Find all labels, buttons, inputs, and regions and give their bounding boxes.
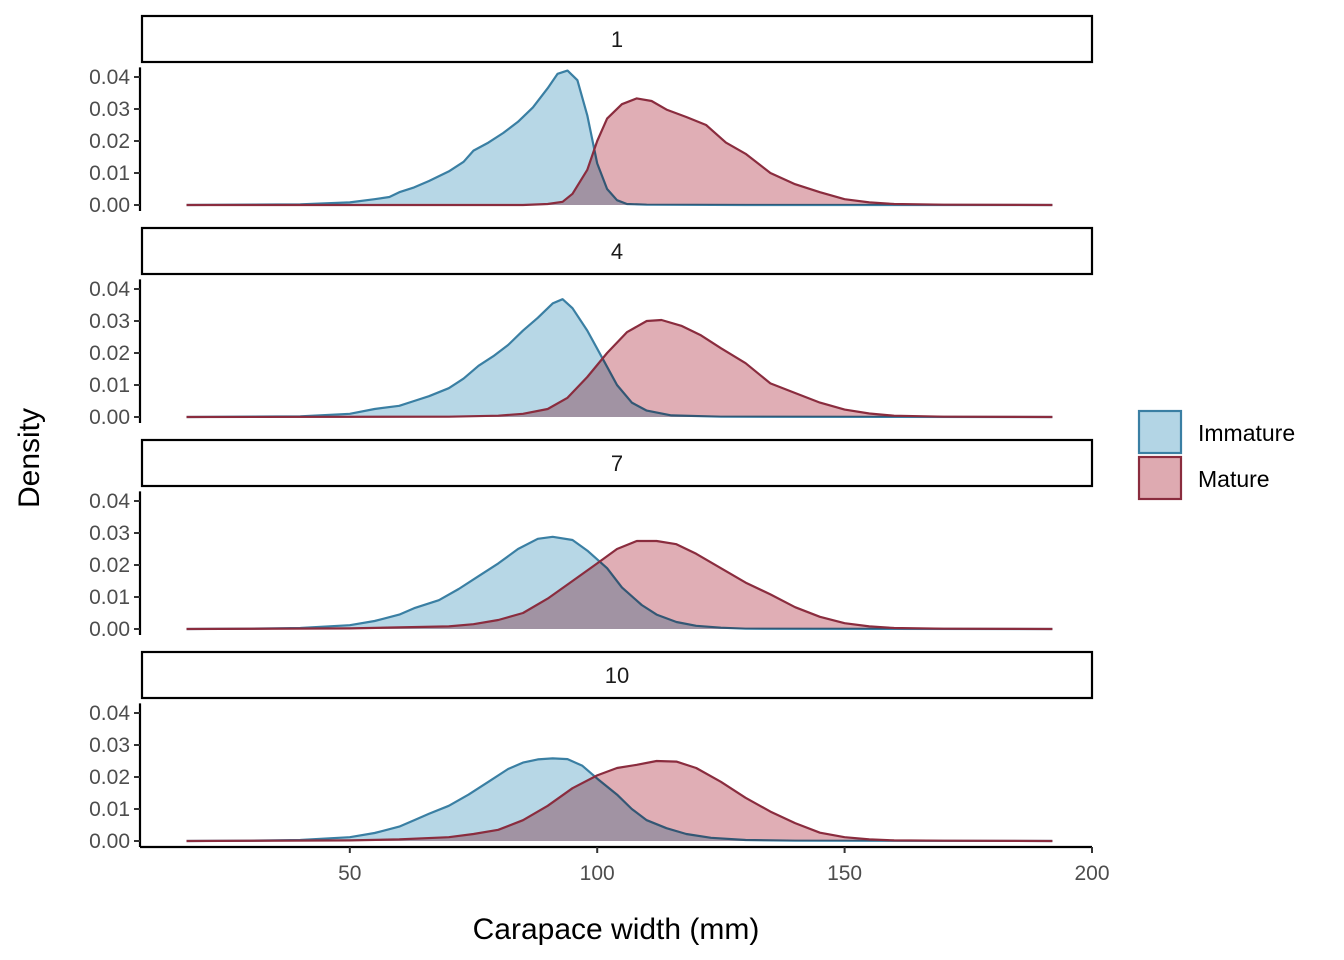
legend-key-immature	[1137, 409, 1183, 455]
facet-panels: 1 0.00 0.01 0.02 0.03 0.04 4 0.00 0.01 0.02 0.03 0.…	[89, 14, 1094, 853]
y-tick-label: 0.02	[89, 130, 130, 153]
x-tick-label: 100	[580, 862, 615, 885]
facet-panel-10: 10 0.00 0.01 0.02 0.03 0.04	[89, 650, 1094, 853]
y-tick-label: 0.01	[89, 798, 130, 821]
y-tick-label: 0.01	[89, 162, 130, 185]
y-tick-label: 0.00	[89, 194, 130, 217]
y-tick-label: 0.02	[89, 766, 130, 789]
y-tick-label: 0.00	[89, 618, 130, 641]
facet-strip	[140, 650, 1094, 700]
y-tick-label: 0.02	[89, 342, 130, 365]
y-tick-label: 0.02	[89, 554, 130, 577]
facet-strip-label: 4	[611, 239, 623, 264]
density-area-mature	[186, 98, 1053, 205]
facet-strip	[140, 14, 1094, 64]
y-tick-label: 0.03	[89, 310, 130, 333]
facet-panel-4: 4 0.00 0.01 0.02 0.03 0.04	[89, 226, 1094, 429]
x-tick-label: 50	[338, 862, 361, 885]
x-tick-label: 150	[827, 862, 862, 885]
density-area-mature	[186, 761, 1053, 841]
x-tick-label: 200	[1074, 862, 1109, 885]
legend: Immature Mature	[1137, 409, 1295, 501]
facet-panel-1: 1 0.00 0.01 0.02 0.03 0.04	[89, 14, 1094, 217]
density-line-mature	[186, 539, 1053, 631]
density-line-mature	[186, 97, 1053, 207]
facet-strip-label: 1	[611, 27, 623, 52]
y-tick-label: 0.01	[89, 374, 130, 397]
x-axis-title: Carapace width (mm)	[473, 913, 760, 946]
legend-label-immature: Immature	[1198, 420, 1295, 446]
facet-strip	[140, 438, 1094, 488]
y-tick-label: 0.04	[89, 66, 130, 89]
density-line-mature	[186, 318, 1053, 419]
density-line-mature	[186, 759, 1053, 843]
legend-key-mature	[1137, 455, 1183, 501]
y-tick-label: 0.03	[89, 522, 130, 545]
facet-strip-label: 7	[611, 451, 623, 476]
y-tick-label: 0.01	[89, 586, 130, 609]
y-tick-label: 0.04	[89, 490, 130, 513]
facet-panel-7: 7 0.00 0.01 0.02 0.03 0.04	[89, 438, 1094, 641]
facet-strip-label: 10	[605, 663, 629, 688]
y-tick-label: 0.03	[89, 98, 130, 121]
x-axis: 50 100 150 200	[140, 845, 1110, 885]
density-area-mature	[186, 541, 1053, 629]
y-tick-label: 0.04	[89, 278, 130, 301]
y-tick-label: 0.00	[89, 830, 130, 853]
density-area-mature	[186, 320, 1053, 417]
y-axis-title: Density	[13, 408, 46, 508]
y-tick-label: 0.03	[89, 734, 130, 757]
facet-strip	[140, 226, 1094, 276]
y-tick-label: 0.04	[89, 702, 130, 725]
legend-label-mature: Mature	[1198, 466, 1270, 492]
y-tick-label: 0.00	[89, 406, 130, 429]
